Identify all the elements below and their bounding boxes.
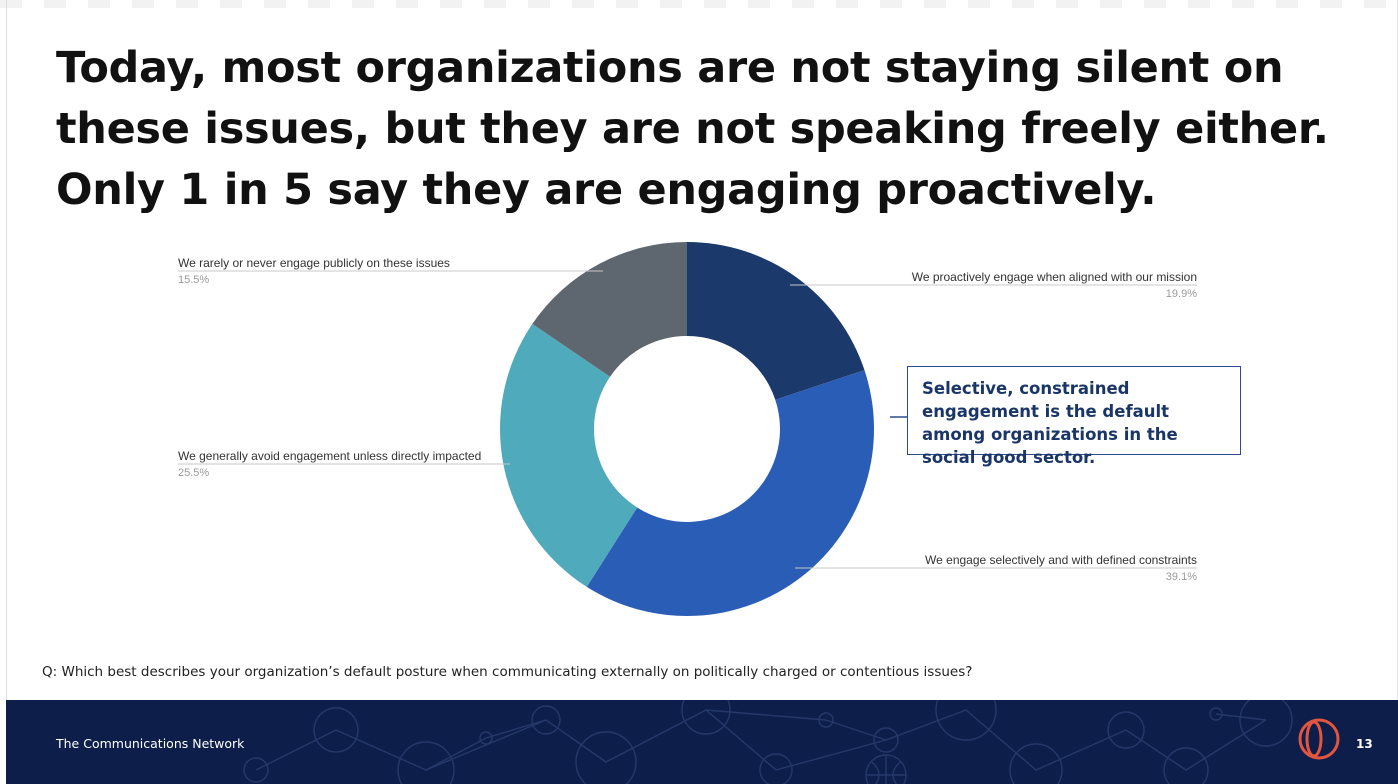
communications-network-logo (1298, 718, 1340, 760)
footer-organization-name: The Communications Network (56, 736, 245, 751)
page-number: 13 (1356, 737, 1373, 751)
donut-slice (500, 323, 638, 587)
donut-slice (687, 242, 865, 400)
slice-label: We generally avoid engagement unless dir… (178, 449, 481, 463)
callout-box: Selective, constrained engagement is the… (907, 366, 1241, 467)
slice-label: We engage selectively and with defined c… (925, 553, 1197, 567)
donut-slice (586, 370, 874, 616)
slice-label: We proactively engage when aligned with … (912, 270, 1197, 284)
slide-headline: Today, most organizations are not stayin… (56, 43, 1329, 215)
slice-value-label: 15.5% (178, 274, 209, 286)
slice-value-label: 25.5% (178, 467, 209, 479)
slice-value-label: 39.1% (1166, 571, 1197, 583)
slice-label: We rarely or never engage publicly on th… (178, 256, 450, 270)
slide-left-border (6, 0, 7, 700)
donut-slice (532, 242, 687, 377)
slice-value-label: 19.9% (1166, 288, 1197, 300)
top-dashed-border (0, 0, 1398, 8)
network-pattern-background (243, 700, 1293, 784)
footer-banner: The Communications Network 13 (6, 700, 1398, 784)
donut-chart: We proactively engage when aligned with … (178, 242, 1197, 616)
survey-question: Q: Which best describes your organizatio… (42, 664, 973, 680)
